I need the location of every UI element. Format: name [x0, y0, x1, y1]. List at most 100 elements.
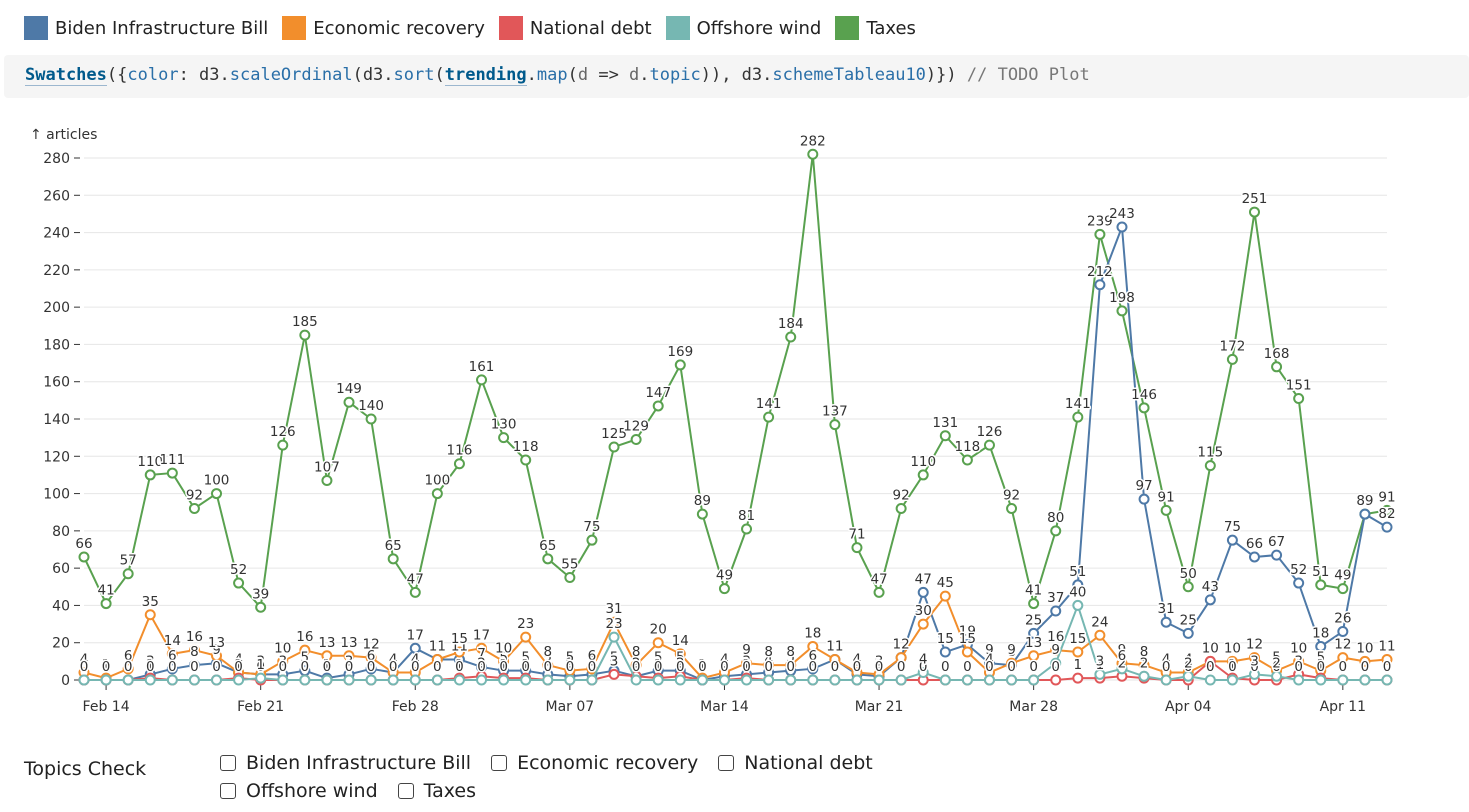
legend-item-offshore-wind[interactable]: Offshore wind — [665, 16, 821, 40]
data-label: 47 — [870, 571, 887, 587]
check-offshore-wind[interactable]: Offshore wind — [220, 780, 378, 802]
data-label: 0 — [80, 659, 89, 675]
data-label: 10 — [1202, 640, 1219, 656]
data-point — [387, 674, 399, 686]
data-label: 67 — [1268, 534, 1285, 550]
data-label: 0 — [588, 659, 597, 675]
data-label: 10 — [274, 640, 291, 656]
data-label: 0 — [499, 659, 508, 675]
data-label: 80 — [1047, 510, 1064, 526]
legend-label: National debt — [529, 17, 652, 39]
data-label: 125 — [601, 426, 627, 442]
data-label: 89 — [694, 493, 711, 509]
data-label: 168 — [1264, 346, 1290, 362]
y-tick-label: 160 — [43, 375, 70, 391]
data-label: 19 — [959, 624, 976, 640]
data-label: 4 — [234, 652, 243, 668]
check-taxes[interactable]: Taxes — [397, 780, 476, 802]
data-label: 11 — [1378, 638, 1395, 654]
swatch-offshore-wind — [665, 16, 690, 40]
data-point — [1226, 534, 1238, 546]
data-label: 6 — [367, 648, 376, 664]
data-label: 92 — [186, 487, 203, 503]
data-label: 4 — [764, 652, 773, 668]
data-label: 4 — [1162, 652, 1171, 668]
data-label: 10 — [1290, 640, 1307, 656]
data-label: 140 — [358, 398, 384, 414]
data-label: 5 — [521, 650, 530, 666]
data-point — [741, 523, 753, 535]
data-point — [1072, 672, 1084, 684]
data-point — [1116, 663, 1128, 675]
data-label: 184 — [778, 316, 804, 332]
data-label: 8 — [190, 644, 199, 660]
checkbox[interactable] — [220, 755, 236, 771]
data-label: 151 — [1286, 377, 1312, 393]
data-point — [1271, 670, 1283, 682]
legend-item-economic-recovery[interactable]: Economic recovery — [282, 16, 485, 40]
data-label: 81 — [738, 508, 755, 524]
data-label: 5 — [1316, 650, 1325, 666]
data-label: 1 — [521, 657, 530, 673]
code-punct: )), d3. — [700, 65, 773, 85]
check-label: Economic recovery — [517, 752, 699, 774]
data-label: 239 — [1087, 213, 1113, 229]
y-tick-label: 0 — [61, 673, 70, 689]
y-axis-label: ↑ articles — [30, 127, 97, 143]
data-label: 147 — [645, 385, 671, 401]
data-point — [1050, 605, 1062, 617]
data-point — [1138, 402, 1150, 414]
data-point — [188, 502, 200, 514]
data-label: 0 — [256, 659, 265, 675]
y-tick-label: 280 — [43, 151, 70, 167]
data-label: 8 — [764, 644, 773, 660]
data-label: 37 — [1047, 590, 1064, 606]
code-cell[interactable]: Swatches({color: d3.scaleOrdinal(d3.sort… — [4, 55, 1469, 98]
data-label: 11 — [826, 638, 843, 654]
data-label: 0 — [853, 659, 862, 675]
data-label: 3 — [875, 653, 884, 669]
data-label: 0 — [808, 659, 817, 675]
check-national-debt[interactable]: National debt — [718, 752, 873, 774]
checkbox[interactable] — [220, 783, 236, 799]
data-label: 9 — [985, 642, 994, 658]
data-point — [1293, 655, 1305, 667]
data-point — [564, 674, 576, 686]
data-point — [542, 553, 554, 565]
data-label: 41 — [1025, 583, 1042, 599]
checkbox[interactable] — [718, 755, 735, 771]
data-point — [211, 674, 223, 686]
data-point — [895, 502, 907, 514]
y-tick-label: 120 — [43, 449, 70, 465]
data-point — [1116, 305, 1128, 317]
data-point — [961, 674, 973, 686]
data-point — [718, 583, 730, 595]
check-biden-infrastructure-bill[interactable]: Biden Infrastructure Bill — [220, 752, 471, 774]
data-label: 0 — [875, 659, 884, 675]
legend-item-national-debt[interactable]: National debt — [498, 16, 652, 40]
data-point — [1138, 659, 1150, 671]
checkbox[interactable] — [491, 755, 508, 771]
data-label: 137 — [822, 404, 848, 420]
data-label: 2 — [875, 655, 884, 671]
data-label: 0 — [543, 659, 552, 675]
data-point — [233, 674, 245, 686]
check-economic-recovery[interactable]: Economic recovery — [491, 752, 698, 774]
data-point — [299, 644, 311, 656]
data-label: 0 — [190, 659, 199, 675]
data-point — [939, 430, 951, 442]
data-label: 110 — [910, 454, 936, 470]
data-point — [1337, 652, 1349, 664]
data-label: 3 — [610, 653, 619, 669]
data-label: 4 — [234, 652, 243, 668]
data-label: 4 — [80, 652, 89, 668]
data-label: 5 — [786, 650, 795, 666]
data-point — [1182, 627, 1194, 639]
data-label: 0 — [124, 659, 133, 675]
checkbox[interactable] — [397, 783, 414, 799]
data-point — [785, 331, 797, 343]
legend-item-biden-infrastructure-bill[interactable]: Biden Infrastructure Bill — [24, 16, 268, 40]
legend-item-taxes[interactable]: Taxes — [835, 16, 916, 40]
data-point — [807, 674, 819, 686]
data-point — [343, 650, 355, 662]
